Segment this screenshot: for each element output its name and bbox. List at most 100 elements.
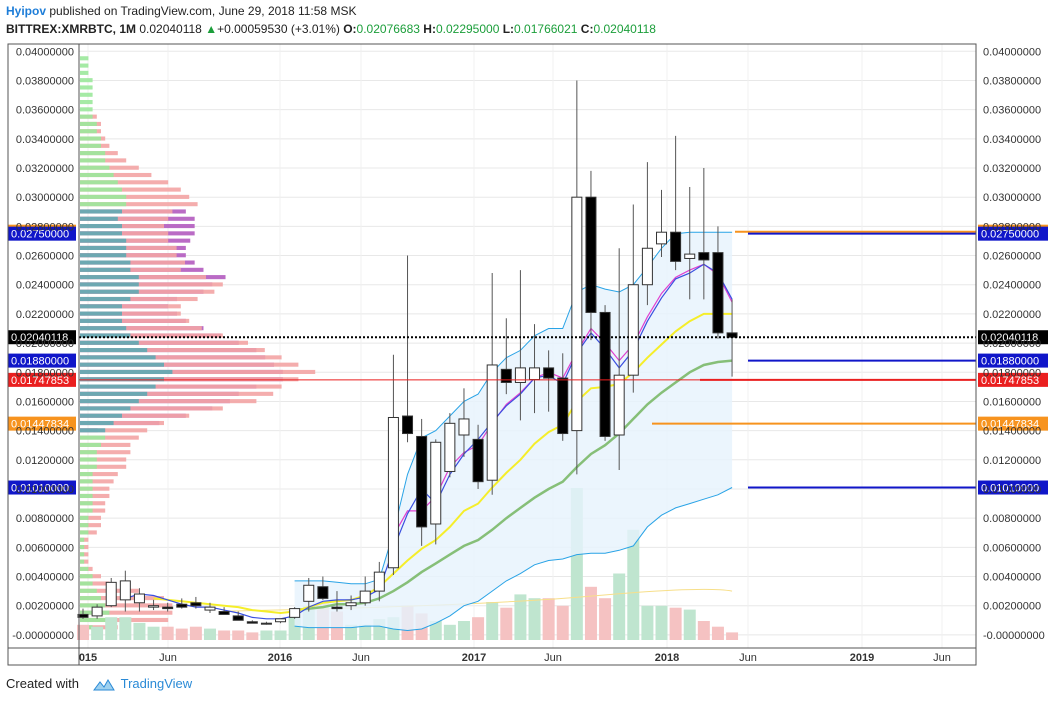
volume-profile-bar bbox=[80, 559, 85, 564]
volume-profile-bar bbox=[80, 428, 148, 433]
volume-profile-bar bbox=[80, 617, 110, 623]
candle-body bbox=[162, 606, 174, 610]
high-value: 0.02295000 bbox=[435, 22, 500, 36]
volume-profile-bar bbox=[80, 472, 118, 477]
candle-body bbox=[148, 605, 160, 608]
volume-profile-bar bbox=[80, 399, 139, 404]
volume-bar bbox=[359, 624, 372, 640]
volume-profile-bar bbox=[80, 457, 127, 462]
level-price-label: 0.01010000 bbox=[981, 483, 1039, 495]
plot-frame bbox=[7, 43, 977, 666]
volume-bar bbox=[613, 573, 626, 640]
y-tick-label-right: 0.00200000 bbox=[983, 601, 1041, 613]
volume-profile-bar bbox=[80, 260, 131, 265]
volume-bar bbox=[683, 609, 696, 640]
volume-profile-bar bbox=[80, 544, 85, 550]
level-price-label: 0.01010000 bbox=[11, 483, 69, 495]
y-tick-label-left: 0.01200000 bbox=[16, 455, 74, 467]
candle-body bbox=[402, 415, 414, 435]
volume-profile-bar bbox=[80, 377, 164, 382]
volume-bar bbox=[119, 617, 132, 640]
y-tick-label-left: 0.02400000 bbox=[16, 280, 74, 292]
volume-profile-bar bbox=[80, 216, 169, 221]
volume-profile-bar bbox=[80, 384, 156, 389]
volume-bar bbox=[599, 598, 612, 640]
level-price-label: 0.01447834 bbox=[11, 419, 69, 431]
volume-profile-bar bbox=[80, 180, 169, 185]
level-price-tag bbox=[978, 416, 1048, 431]
y-tick-label-right: 0.02200000 bbox=[983, 309, 1041, 321]
volume-profile-bar bbox=[80, 523, 89, 528]
volume-profile-bar bbox=[80, 479, 93, 484]
tradingview-link[interactable]: TradingView bbox=[120, 676, 193, 691]
candle-body bbox=[486, 364, 498, 481]
candle-body bbox=[133, 593, 145, 604]
level-price-label: 0.02750000 bbox=[11, 229, 69, 241]
y-tick-label-right: 0.00600000 bbox=[983, 542, 1041, 554]
candle-body bbox=[204, 606, 216, 611]
volume-bar bbox=[500, 607, 513, 640]
volume-profile-bar bbox=[80, 603, 173, 608]
volume-profile-bar bbox=[80, 603, 106, 608]
y-tick-label-right: 0.00800000 bbox=[983, 513, 1041, 525]
volume-profile-bar bbox=[80, 442, 131, 447]
chart-header: Hyipov published on TradingView.com, Jun… bbox=[0, 0, 1057, 44]
volume-profile-bar bbox=[80, 574, 93, 579]
volume-profile-bar bbox=[80, 70, 89, 75]
y-tick-label-left: 0.00200000 bbox=[16, 601, 74, 613]
footer: Created with TradingView bbox=[6, 676, 192, 692]
volume-bar bbox=[274, 630, 287, 640]
y-tick-label-left: 0.03400000 bbox=[16, 134, 74, 146]
volume-profile-bar bbox=[80, 180, 118, 185]
candle-body bbox=[275, 618, 287, 623]
volume-profile-bar bbox=[80, 399, 257, 404]
volume-profile-bar bbox=[80, 187, 181, 192]
level-price-tag bbox=[8, 226, 76, 241]
y-tick-label-left: -0.00000000 bbox=[12, 630, 74, 642]
volume-profile-bar bbox=[80, 610, 173, 615]
candles bbox=[77, 80, 738, 625]
candle-body bbox=[529, 367, 541, 381]
y-tick-label-left: 0.00800000 bbox=[16, 513, 74, 525]
volume-profile-bar bbox=[80, 391, 274, 396]
volume-profile-bar bbox=[80, 581, 110, 586]
volume-bar bbox=[345, 624, 358, 640]
candle-body bbox=[613, 374, 625, 436]
open-label: O: bbox=[343, 22, 357, 36]
volume-bar bbox=[641, 605, 654, 640]
volume-profile-bar bbox=[80, 450, 97, 455]
bollinger-bands bbox=[294, 231, 733, 632]
level-price-label: 0.01880000 bbox=[981, 356, 1039, 368]
volume-bar bbox=[429, 621, 442, 640]
level-price-label: 0.01447834 bbox=[981, 419, 1039, 431]
author-name[interactable]: Hyipov bbox=[6, 4, 47, 18]
volume-profile-bar bbox=[80, 581, 93, 586]
y-tick-label-left: 0.01800000 bbox=[16, 367, 74, 379]
level-price-tag bbox=[978, 353, 1048, 368]
volume-bar bbox=[203, 628, 216, 640]
volume-profile-bar bbox=[80, 245, 127, 251]
volume-profile-bar bbox=[80, 260, 185, 265]
y-tick-label-right: -0.00000000 bbox=[983, 630, 1045, 642]
candle-body bbox=[543, 367, 555, 379]
volume-profile-bar bbox=[80, 348, 148, 353]
volume-profile-bar bbox=[80, 420, 164, 426]
level-price-tag bbox=[8, 480, 76, 495]
symbol-label[interactable]: BITTREX:XMRBTC, 1M bbox=[6, 22, 136, 36]
volume-profile-bar bbox=[80, 493, 93, 499]
publish-text: published on TradingView.com, June 29, 2… bbox=[46, 4, 357, 18]
candle-body bbox=[77, 613, 89, 618]
level-price-label: 0.02040118 bbox=[981, 332, 1038, 344]
volume-profile-bar bbox=[80, 355, 282, 360]
level-price-label: 0.01880000 bbox=[11, 356, 69, 368]
volume-profile-bar bbox=[80, 340, 248, 345]
level-price-tag bbox=[978, 226, 1048, 241]
volume-profile-bar bbox=[80, 362, 299, 367]
volume-profile-bar bbox=[80, 493, 110, 499]
volume-profile-bar bbox=[80, 245, 177, 251]
bollinger-lower bbox=[294, 487, 733, 632]
volume-profile-bar bbox=[80, 194, 190, 199]
y-tick-label-left: 0.02200000 bbox=[16, 309, 74, 321]
level-price-tag bbox=[978, 330, 1048, 345]
